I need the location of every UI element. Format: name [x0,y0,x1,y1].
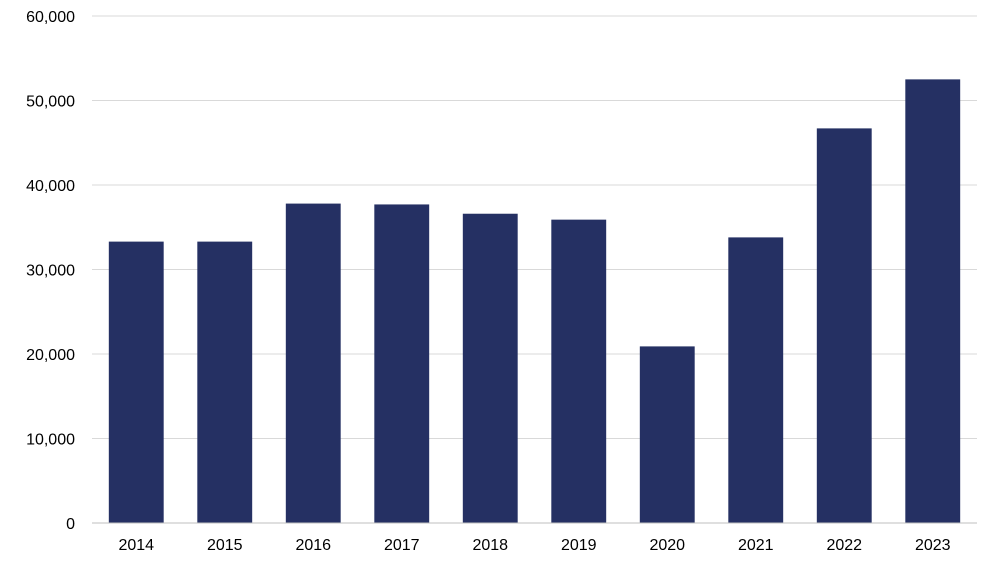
y-tick-label: 60,000 [26,9,75,26]
x-tick-label: 2014 [118,537,154,554]
bar-2015 [197,241,253,524]
bar-2020 [639,346,695,523]
y-tick-label: 0 [66,516,75,533]
x-axis-tick-labels: 2014 2015 2016 2017 2018 2019 2020 2021 2022 2023 [118,537,950,554]
y-tick-label: 50,000 [26,94,75,111]
x-tick-label: 2018 [472,537,508,554]
y-tick-label: 10,000 [26,432,75,449]
bars [108,79,961,524]
x-tick-label: 2019 [561,537,597,554]
bar-2021 [728,237,784,523]
bar-2023 [905,79,961,523]
bar-2016 [285,203,341,523]
y-tick-label: 20,000 [26,347,75,364]
y-tick-label: 40,000 [26,178,75,195]
x-tick-label: 2016 [295,537,331,554]
bar-2019 [551,219,607,523]
x-tick-label: 2022 [826,537,862,554]
x-tick-label: 2020 [649,537,685,554]
x-tick-label: 2021 [738,537,774,554]
y-axis-tick-labels: 0 10,000 20,000 30,000 40,000 50,000 60,000 [26,9,75,533]
bar-2018 [462,213,518,524]
bar-2017 [374,204,430,523]
bar-2014 [108,241,164,524]
x-tick-label: 2017 [384,537,420,554]
bar-2022 [816,128,872,523]
x-tick-label: 2015 [207,537,243,554]
y-tick-label: 30,000 [26,263,75,280]
x-tick-label: 2023 [915,537,951,554]
